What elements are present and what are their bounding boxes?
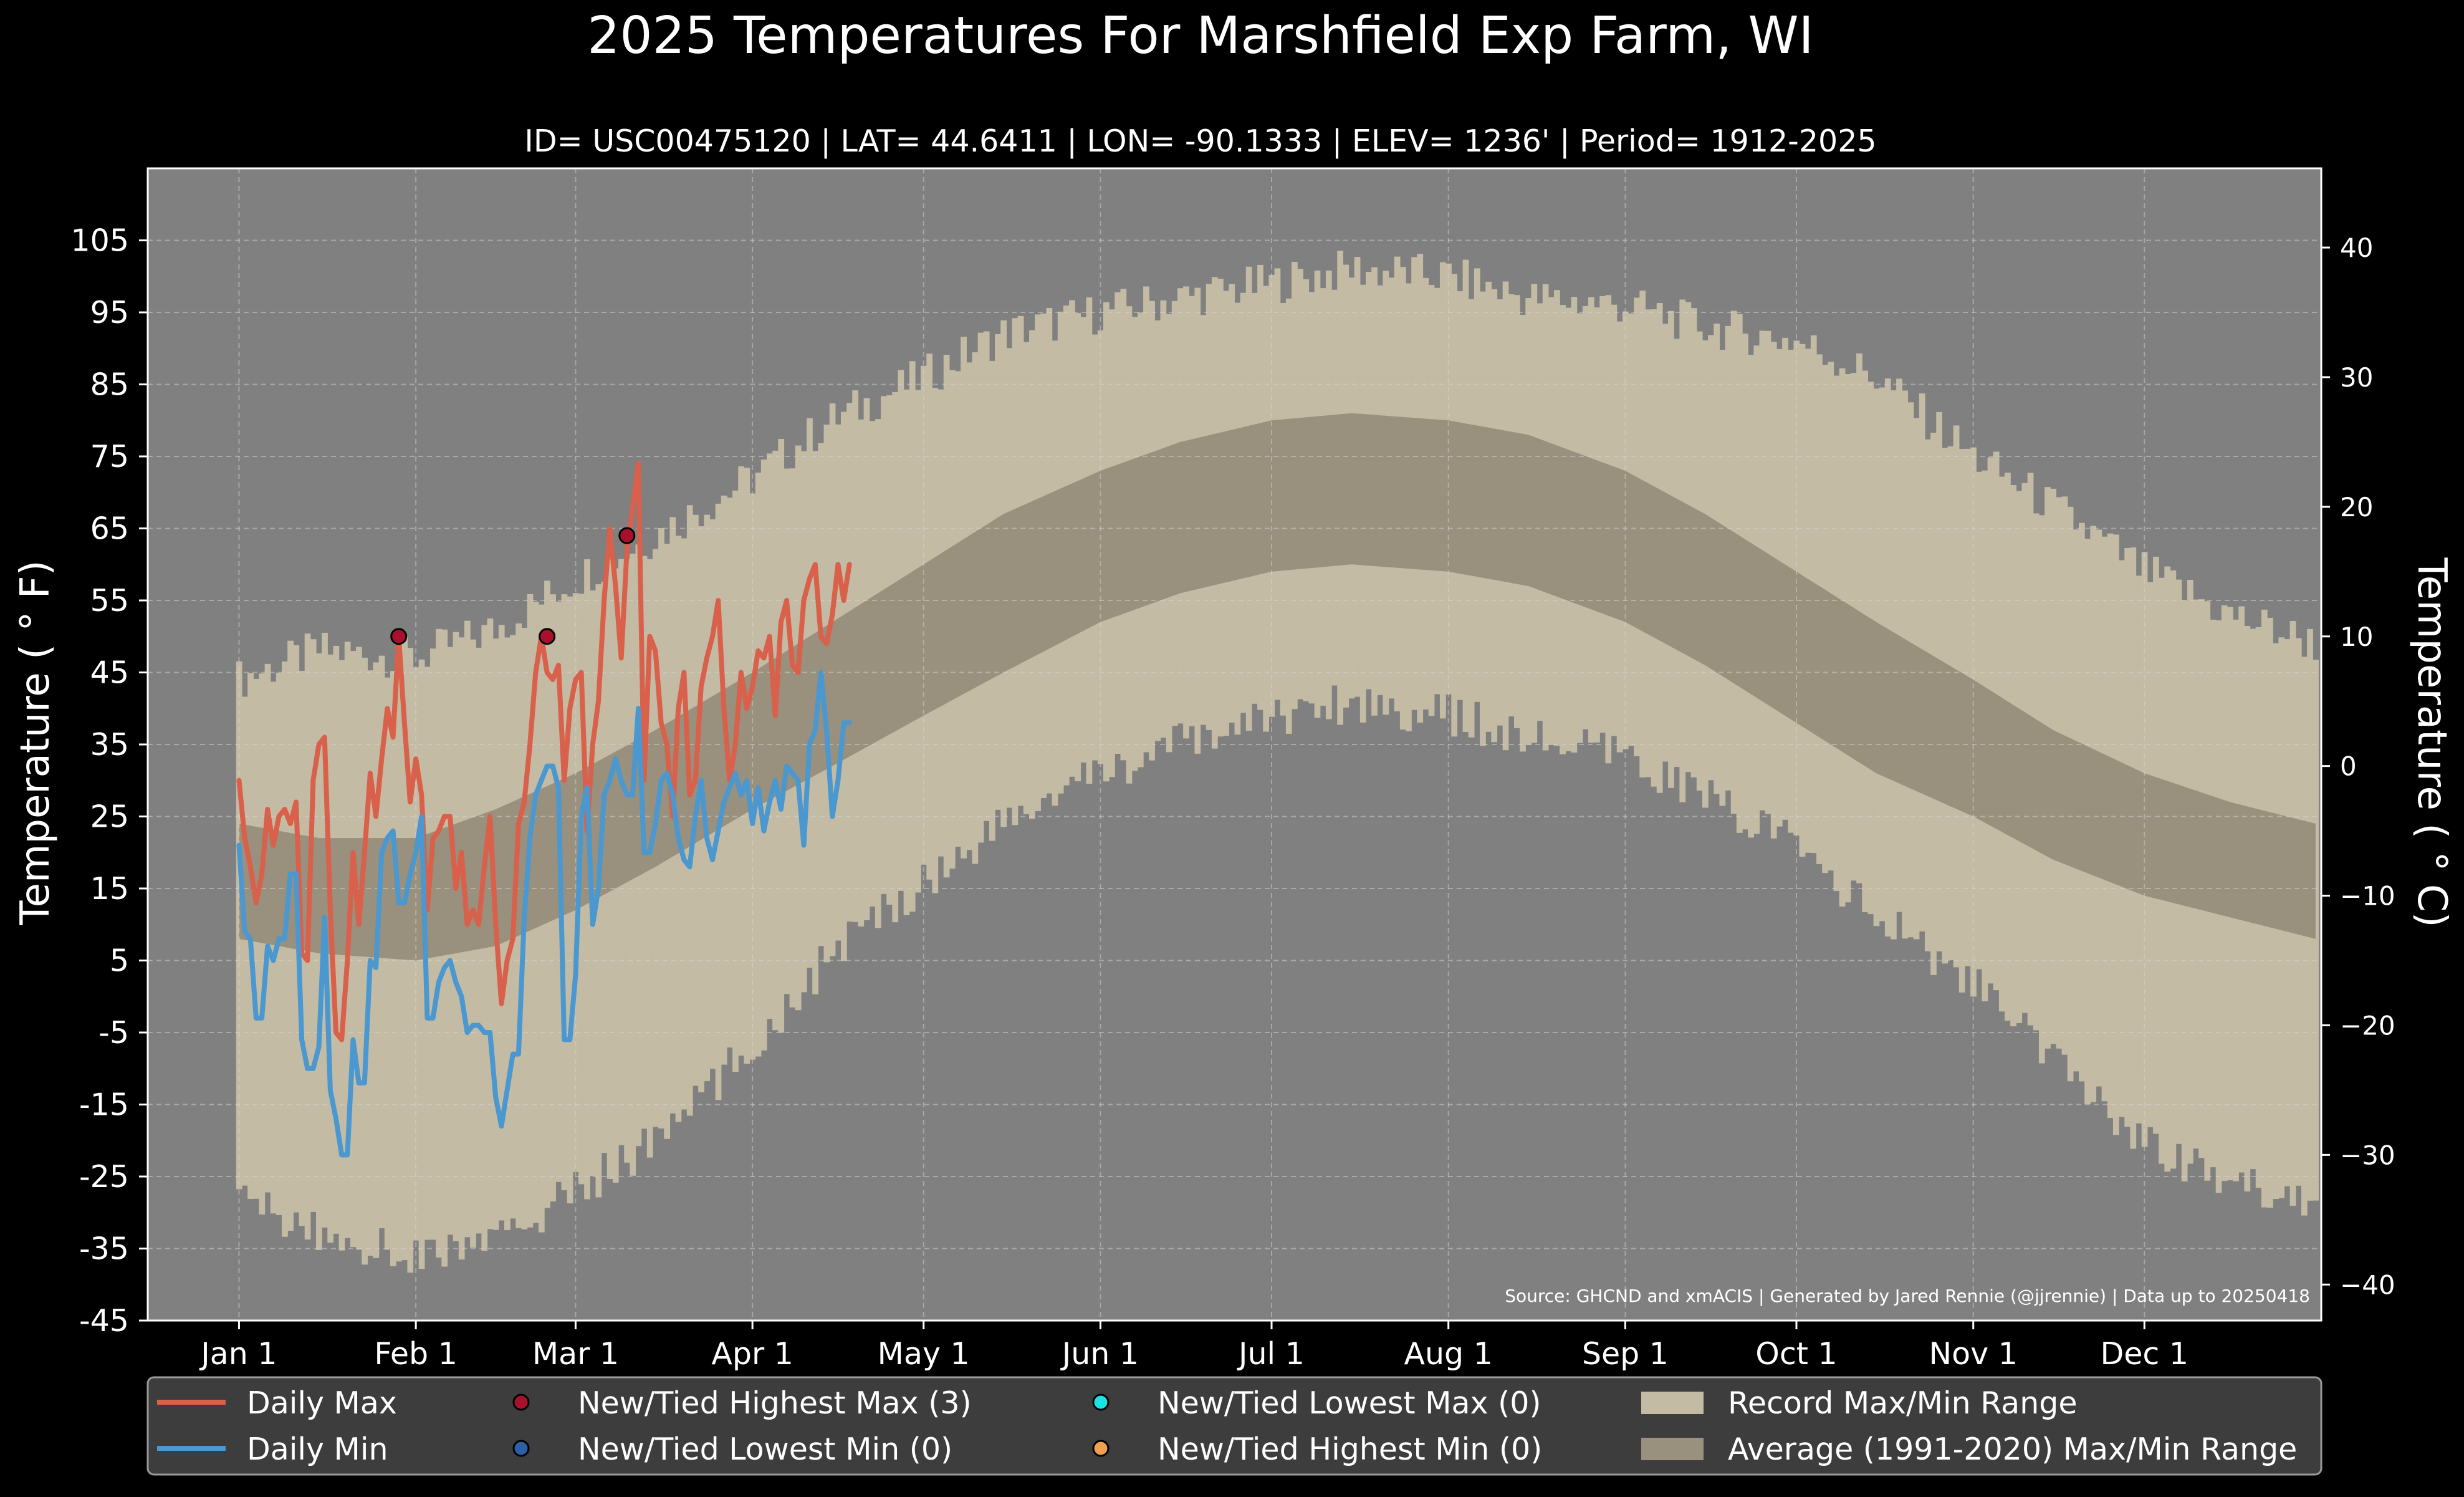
legend-new-highest-max-label: New/Tied Highest Max (3) bbox=[578, 1385, 972, 1421]
record-range-bar bbox=[270, 681, 277, 1214]
new-highest-max-marker bbox=[539, 628, 556, 645]
record-range-bar bbox=[390, 671, 396, 1266]
y-tick-label: 75 bbox=[90, 439, 129, 474]
y-right-tick-label: 20 bbox=[2340, 492, 2373, 522]
y-right-tick-label: −10 bbox=[2340, 881, 2395, 912]
chart-subtitle: ID= USC00475120 | LAT= 44.6411 | LON= -9… bbox=[524, 123, 1876, 159]
legend-new-lowest-max-label: New/Tied Lowest Max (0) bbox=[1158, 1385, 1541, 1421]
y-tick-label: 65 bbox=[90, 511, 129, 547]
x-tick-label: Jun 1 bbox=[1060, 1336, 1139, 1372]
legend-new-highest-min-marker bbox=[1092, 1440, 1110, 1457]
y-right-tick-label: −40 bbox=[2340, 1269, 2395, 1300]
y-tick-label: 85 bbox=[90, 367, 129, 403]
y-right-tick-label: 30 bbox=[2340, 362, 2373, 393]
legend-record-range-swatch bbox=[1641, 1392, 1704, 1414]
daily-max-line bbox=[236, 461, 852, 1042]
x-tick-label: Feb 1 bbox=[374, 1336, 458, 1372]
y-tick-label: 45 bbox=[90, 655, 129, 691]
legend-box bbox=[146, 1376, 2323, 1476]
x-tick-label: Jul 1 bbox=[1237, 1336, 1305, 1372]
y-tick-label: -35 bbox=[79, 1231, 129, 1267]
record-range-bar bbox=[2313, 660, 2319, 1201]
record-range-bar bbox=[362, 657, 368, 1265]
legend-new-highest-min-label: New/Tied Highest Min (0) bbox=[1158, 1432, 1542, 1467]
record-range-bar bbox=[242, 696, 248, 1186]
record-range-bar bbox=[384, 677, 391, 1250]
y-axis-label-celsius: Temperature ( ° C) bbox=[2409, 557, 2455, 927]
legend-daily-min-label: Daily Min bbox=[247, 1432, 388, 1467]
y-tick-label: 25 bbox=[90, 799, 129, 835]
record-range-bar bbox=[282, 661, 288, 1237]
y-right-tick-label: 0 bbox=[2340, 751, 2357, 782]
record-range-bar bbox=[338, 660, 345, 1251]
legend-average-range-swatch bbox=[1641, 1438, 1704, 1460]
y-right-tick-label: 40 bbox=[2340, 233, 2373, 263]
y-right-tick-label: −30 bbox=[2340, 1140, 2395, 1170]
legend-new-lowest-min-label: New/Tied Lowest Min (0) bbox=[578, 1432, 952, 1467]
x-tick-label: Oct 1 bbox=[1755, 1336, 1837, 1372]
new-highest-max-marker bbox=[618, 527, 636, 544]
new-highest-max-marker bbox=[390, 628, 408, 645]
y-right-tick-label: 10 bbox=[2340, 622, 2373, 652]
x-tick-label: May 1 bbox=[878, 1336, 970, 1372]
y-tick-label: -5 bbox=[98, 1015, 129, 1051]
y-tick-label: -25 bbox=[79, 1159, 129, 1195]
record-range-bar bbox=[407, 648, 414, 1273]
average-range-band bbox=[239, 413, 2316, 961]
legend-new-lowest-max-marker bbox=[1092, 1394, 1110, 1411]
y-right-tick-label: −20 bbox=[2340, 1010, 2395, 1041]
y-tick-label: 55 bbox=[90, 583, 129, 619]
x-tick-label: Apr 1 bbox=[711, 1336, 793, 1372]
legend-average-range-label: Average (1991-2020) Max/Min Range bbox=[1728, 1432, 2297, 1467]
x-tick-label: Jan 1 bbox=[199, 1336, 277, 1372]
record-range-bar bbox=[396, 660, 402, 1262]
plot-body bbox=[148, 168, 2321, 1321]
record-range-bar bbox=[418, 659, 425, 1269]
legend-daily-max-label: Daily Max bbox=[247, 1385, 397, 1421]
y-tick-label: 35 bbox=[90, 727, 129, 763]
source-note: Source: GHCND and xmACIS | Generated by … bbox=[1505, 1286, 2310, 1306]
y-axis-label-fahrenheit: Temperature ( ° F) bbox=[12, 560, 59, 925]
x-tick-label: Sep 1 bbox=[1582, 1336, 1669, 1372]
legend: Daily Max Daily Min New/Tied Highest Max… bbox=[146, 1376, 2323, 1476]
daily-min-line bbox=[236, 670, 852, 1158]
y-tick-label: -15 bbox=[79, 1087, 129, 1123]
legend-new-lowest-min-marker bbox=[512, 1440, 530, 1457]
legend-new-highest-max-marker bbox=[512, 1394, 530, 1411]
y-tick-label: 5 bbox=[110, 943, 129, 979]
y-tick-label: -45 bbox=[79, 1303, 129, 1339]
plot-area: -45 -35 -25 -15 -5 5 15 25 35 45 55 65 75 85 95 105 −40 −… bbox=[70, 167, 2395, 1372]
legend-record-range-label: Record Max/Min Range bbox=[1728, 1385, 2078, 1421]
x-tick-label: Mar 1 bbox=[532, 1336, 619, 1372]
chart-title: 2025 Temperatures For Marshfield Exp Far… bbox=[587, 6, 1813, 65]
y-tick-label: 95 bbox=[90, 295, 129, 330]
x-tick-label: Aug 1 bbox=[1404, 1336, 1492, 1372]
y-tick-label: 15 bbox=[90, 871, 129, 907]
record-range-bar bbox=[2301, 657, 2308, 1216]
x-tick-label: Dec 1 bbox=[2100, 1336, 2188, 1372]
record-range-bar bbox=[259, 673, 266, 1215]
y-tick-label: 105 bbox=[70, 223, 129, 259]
x-tick-label: Nov 1 bbox=[1929, 1336, 2018, 1372]
